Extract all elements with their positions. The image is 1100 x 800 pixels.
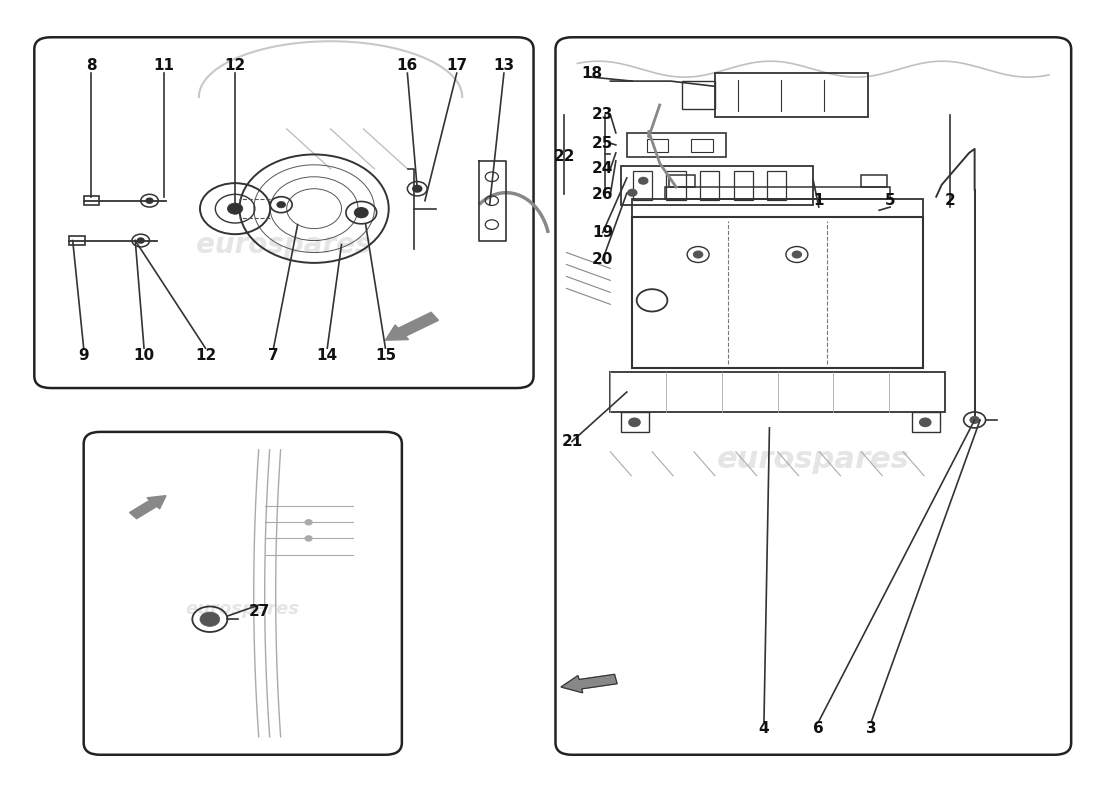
FancyArrow shape [561, 674, 617, 693]
Text: 18: 18 [581, 66, 603, 81]
Bar [682, 81, 715, 109]
Bar [621, 412, 649, 432]
Bar [669, 175, 695, 187]
Circle shape [629, 418, 640, 426]
Text: 3: 3 [866, 721, 877, 736]
Bar [860, 175, 887, 187]
Text: 22: 22 [553, 150, 575, 164]
Text: 21: 21 [561, 434, 583, 449]
FancyArrow shape [130, 496, 166, 518]
Text: 5: 5 [884, 193, 895, 208]
Bar [84, 196, 99, 206]
Bar [627, 133, 726, 157]
Circle shape [639, 178, 648, 184]
Circle shape [138, 238, 144, 243]
Circle shape [277, 202, 286, 208]
Bar [767, 171, 786, 200]
Text: 10: 10 [133, 348, 155, 363]
Circle shape [792, 251, 801, 258]
Text: 4: 4 [759, 721, 769, 736]
Text: 8: 8 [86, 58, 97, 73]
Text: 27: 27 [249, 604, 270, 618]
Text: eurospares: eurospares [186, 600, 300, 618]
Bar [610, 372, 945, 412]
Text: 14: 14 [317, 348, 338, 363]
Bar [691, 139, 713, 152]
Bar [632, 217, 923, 368]
Circle shape [412, 186, 421, 192]
Bar [912, 412, 939, 432]
FancyBboxPatch shape [556, 38, 1071, 754]
Circle shape [306, 520, 312, 525]
Bar [621, 166, 813, 205]
Text: 7: 7 [268, 348, 278, 363]
Text: 9: 9 [78, 348, 89, 363]
Text: 20: 20 [592, 252, 614, 267]
Text: 15: 15 [375, 348, 396, 363]
Text: 11: 11 [153, 58, 174, 73]
Bar [715, 73, 868, 117]
Text: 12: 12 [224, 58, 245, 73]
Circle shape [200, 612, 220, 626]
Text: 1: 1 [814, 193, 824, 208]
Circle shape [628, 190, 637, 196]
Bar [700, 171, 719, 200]
Bar [734, 171, 752, 200]
Circle shape [306, 536, 312, 541]
Bar [69, 236, 85, 246]
Text: 19: 19 [592, 225, 613, 240]
Text: 24: 24 [592, 162, 614, 176]
Text: 12: 12 [195, 348, 216, 363]
Text: eurospares: eurospares [196, 230, 372, 258]
FancyBboxPatch shape [84, 432, 402, 754]
Bar [647, 139, 669, 152]
Text: 17: 17 [447, 58, 468, 73]
Text: 6: 6 [813, 721, 824, 736]
Circle shape [228, 203, 243, 214]
Text: 13: 13 [494, 58, 515, 73]
FancyArrow shape [385, 312, 439, 340]
Circle shape [354, 208, 367, 218]
Bar [667, 171, 685, 200]
Text: 25: 25 [592, 136, 614, 150]
Text: 16: 16 [397, 58, 418, 73]
Bar [666, 187, 890, 199]
Bar [632, 199, 923, 217]
Text: 2: 2 [945, 193, 956, 208]
Text: 26: 26 [592, 187, 614, 202]
Circle shape [146, 198, 153, 203]
FancyBboxPatch shape [34, 38, 534, 388]
Text: eurospares: eurospares [717, 446, 910, 474]
Circle shape [694, 251, 703, 258]
Text: 23: 23 [592, 107, 614, 122]
Circle shape [970, 417, 979, 423]
Circle shape [920, 418, 931, 426]
Bar [632, 171, 652, 200]
